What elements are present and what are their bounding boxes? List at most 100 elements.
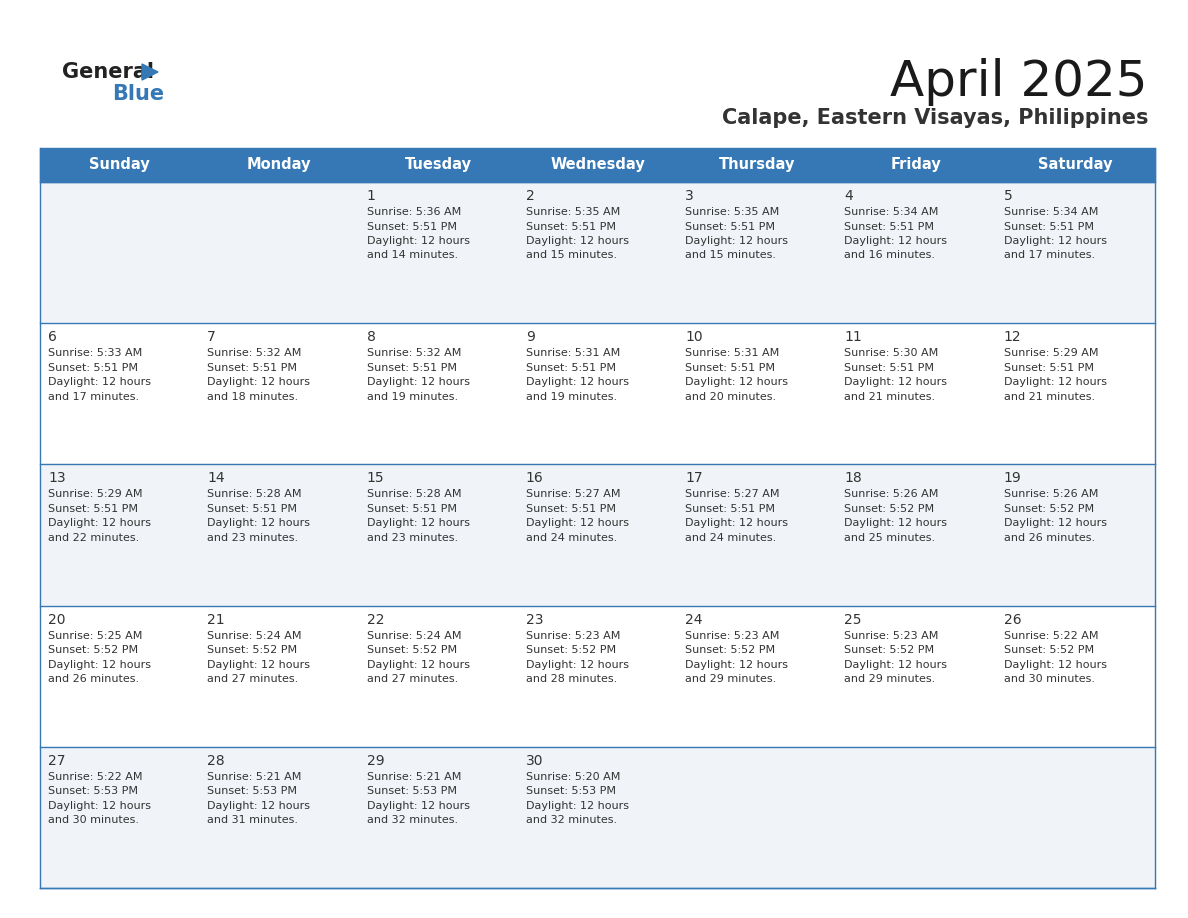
Text: Sunset: 5:51 PM: Sunset: 5:51 PM [845,363,935,373]
Text: Sunset: 5:52 PM: Sunset: 5:52 PM [1004,645,1094,655]
Text: Sunday: Sunday [89,158,150,173]
Text: and 19 minutes.: and 19 minutes. [367,392,457,402]
Text: and 32 minutes.: and 32 minutes. [526,815,617,825]
Text: Daylight: 12 hours: Daylight: 12 hours [1004,519,1107,529]
Text: and 18 minutes.: and 18 minutes. [207,392,298,402]
Bar [40,323,1155,465]
Text: Calape, Eastern Visayas, Philippines: Calape, Eastern Visayas, Philippines [721,108,1148,128]
Text: Daylight: 12 hours: Daylight: 12 hours [845,236,947,246]
Text: Sunset: 5:51 PM: Sunset: 5:51 PM [1004,221,1094,231]
Text: 20: 20 [48,612,65,627]
Text: Sunrise: 5:21 AM: Sunrise: 5:21 AM [207,772,302,782]
Text: Sunrise: 5:26 AM: Sunrise: 5:26 AM [845,489,939,499]
Text: Daylight: 12 hours: Daylight: 12 hours [1004,660,1107,669]
Text: Sunset: 5:51 PM: Sunset: 5:51 PM [526,504,615,514]
Text: 6: 6 [48,330,57,344]
Text: Blue: Blue [112,84,164,104]
Text: Daylight: 12 hours: Daylight: 12 hours [48,800,151,811]
Text: Sunrise: 5:29 AM: Sunrise: 5:29 AM [48,489,143,499]
Text: 12: 12 [1004,330,1022,344]
Text: 14: 14 [207,472,225,486]
Text: Daylight: 12 hours: Daylight: 12 hours [845,377,947,387]
Text: Daylight: 12 hours: Daylight: 12 hours [367,800,469,811]
Text: and 28 minutes.: and 28 minutes. [526,674,617,684]
Text: 22: 22 [367,612,384,627]
Text: Sunrise: 5:22 AM: Sunrise: 5:22 AM [48,772,143,782]
Text: Daylight: 12 hours: Daylight: 12 hours [526,519,628,529]
Text: and 31 minutes.: and 31 minutes. [207,815,298,825]
Text: 10: 10 [685,330,703,344]
Text: Daylight: 12 hours: Daylight: 12 hours [207,660,310,669]
Text: Sunset: 5:53 PM: Sunset: 5:53 PM [207,787,297,796]
Text: Sunrise: 5:32 AM: Sunrise: 5:32 AM [207,348,302,358]
Text: Sunset: 5:51 PM: Sunset: 5:51 PM [526,363,615,373]
Text: Sunset: 5:51 PM: Sunset: 5:51 PM [48,363,138,373]
Text: Daylight: 12 hours: Daylight: 12 hours [526,660,628,669]
Text: Sunrise: 5:28 AM: Sunrise: 5:28 AM [367,489,461,499]
Text: 25: 25 [845,612,862,627]
Text: Sunset: 5:52 PM: Sunset: 5:52 PM [367,645,456,655]
Text: Sunset: 5:52 PM: Sunset: 5:52 PM [207,645,297,655]
Text: Friday: Friday [891,158,941,173]
Text: Sunset: 5:51 PM: Sunset: 5:51 PM [367,221,456,231]
Text: Wednesday: Wednesday [550,158,645,173]
Text: Sunrise: 5:35 AM: Sunrise: 5:35 AM [526,207,620,217]
Text: and 23 minutes.: and 23 minutes. [207,533,298,543]
Text: and 23 minutes.: and 23 minutes. [367,533,457,543]
Text: and 32 minutes.: and 32 minutes. [367,815,457,825]
Text: Sunset: 5:53 PM: Sunset: 5:53 PM [48,787,138,796]
Text: Sunrise: 5:27 AM: Sunrise: 5:27 AM [685,489,779,499]
Text: Sunrise: 5:36 AM: Sunrise: 5:36 AM [367,207,461,217]
Text: 21: 21 [207,612,225,627]
Text: Sunrise: 5:33 AM: Sunrise: 5:33 AM [48,348,143,358]
Text: 19: 19 [1004,472,1022,486]
Text: Daylight: 12 hours: Daylight: 12 hours [48,519,151,529]
Bar [40,182,1155,323]
Text: Sunrise: 5:29 AM: Sunrise: 5:29 AM [1004,348,1098,358]
Text: and 25 minutes.: and 25 minutes. [845,533,936,543]
Text: Daylight: 12 hours: Daylight: 12 hours [367,660,469,669]
Text: Sunset: 5:51 PM: Sunset: 5:51 PM [48,504,138,514]
Text: Sunset: 5:51 PM: Sunset: 5:51 PM [685,363,775,373]
Text: Daylight: 12 hours: Daylight: 12 hours [685,377,788,387]
Text: Sunset: 5:53 PM: Sunset: 5:53 PM [367,787,456,796]
Text: and 26 minutes.: and 26 minutes. [1004,533,1095,543]
Text: Daylight: 12 hours: Daylight: 12 hours [845,519,947,529]
Text: Daylight: 12 hours: Daylight: 12 hours [685,236,788,246]
Text: 27: 27 [48,754,65,767]
Text: and 19 minutes.: and 19 minutes. [526,392,617,402]
Text: Sunrise: 5:26 AM: Sunrise: 5:26 AM [1004,489,1098,499]
Text: General: General [62,62,154,82]
Text: and 21 minutes.: and 21 minutes. [1004,392,1095,402]
Bar [40,747,1155,888]
Text: and 20 minutes.: and 20 minutes. [685,392,776,402]
Text: Sunset: 5:51 PM: Sunset: 5:51 PM [845,221,935,231]
Text: Daylight: 12 hours: Daylight: 12 hours [685,660,788,669]
Text: Sunset: 5:52 PM: Sunset: 5:52 PM [1004,504,1094,514]
Text: 28: 28 [207,754,225,767]
Text: 4: 4 [845,189,853,203]
Text: 29: 29 [367,754,384,767]
Text: Sunrise: 5:23 AM: Sunrise: 5:23 AM [526,631,620,641]
Text: Daylight: 12 hours: Daylight: 12 hours [685,519,788,529]
Text: Sunset: 5:52 PM: Sunset: 5:52 PM [845,504,935,514]
Text: and 24 minutes.: and 24 minutes. [685,533,777,543]
Text: Sunrise: 5:24 AM: Sunrise: 5:24 AM [367,631,461,641]
Text: 16: 16 [526,472,544,486]
Text: 30: 30 [526,754,543,767]
Text: 24: 24 [685,612,702,627]
Text: and 17 minutes.: and 17 minutes. [1004,251,1095,261]
Text: Daylight: 12 hours: Daylight: 12 hours [207,377,310,387]
Text: 23: 23 [526,612,543,627]
Text: Daylight: 12 hours: Daylight: 12 hours [526,236,628,246]
Text: 18: 18 [845,472,862,486]
Text: 8: 8 [367,330,375,344]
Text: Sunset: 5:53 PM: Sunset: 5:53 PM [526,787,615,796]
Text: Sunrise: 5:28 AM: Sunrise: 5:28 AM [207,489,302,499]
Text: 17: 17 [685,472,703,486]
Text: and 27 minutes.: and 27 minutes. [367,674,457,684]
Text: 2: 2 [526,189,535,203]
Text: Sunrise: 5:30 AM: Sunrise: 5:30 AM [845,348,939,358]
Text: 15: 15 [367,472,384,486]
Text: Daylight: 12 hours: Daylight: 12 hours [1004,377,1107,387]
